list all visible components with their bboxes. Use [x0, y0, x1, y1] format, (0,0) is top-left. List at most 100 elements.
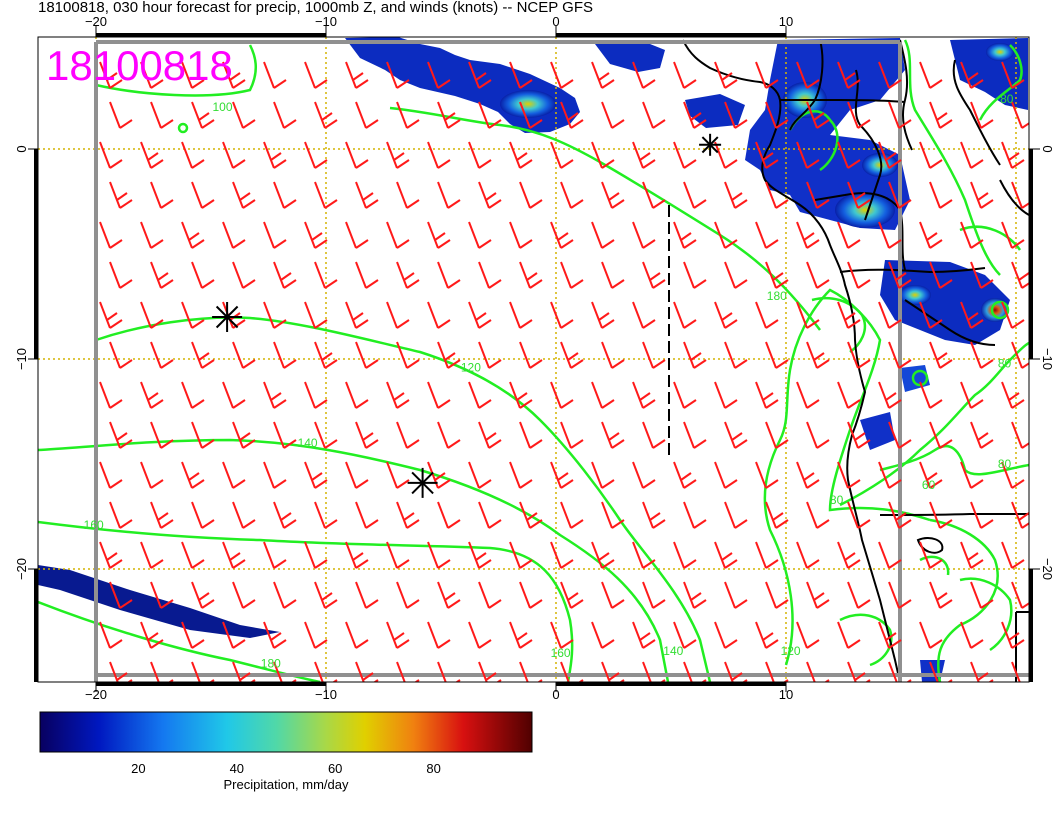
wind-barb — [683, 421, 707, 449]
wind-barb — [140, 61, 164, 89]
wind-barb — [642, 341, 666, 369]
wind-barb — [796, 381, 820, 409]
wind-barb — [273, 101, 297, 129]
wind-barb — [273, 501, 297, 529]
wind-barb — [560, 261, 584, 289]
contour-label: 180 — [261, 657, 281, 671]
wind-barb — [837, 221, 861, 249]
wind-barb — [314, 101, 338, 129]
wind-barb — [960, 61, 984, 89]
lon-tick-top: −10 — [315, 14, 337, 29]
wind-barb — [519, 421, 543, 449]
wind-barb — [601, 501, 625, 529]
wind-barb — [796, 461, 820, 489]
wind-barb — [1011, 421, 1029, 449]
wind-barb — [601, 661, 625, 682]
wind-barb — [755, 621, 779, 649]
wind-barb — [714, 381, 738, 409]
graticule — [38, 37, 1029, 682]
wind-barb — [519, 661, 543, 682]
wind-barb — [150, 101, 174, 129]
lon-tick-bottom: 0 — [552, 687, 559, 702]
wind-barb — [181, 621, 205, 649]
wind-barb — [1011, 501, 1029, 529]
wind-barb — [929, 101, 953, 129]
wind-barb — [591, 141, 615, 169]
wind-barb — [355, 421, 379, 449]
wind-barb — [386, 461, 410, 489]
wind-barb — [304, 541, 328, 569]
wind-barb — [683, 101, 707, 129]
wind-barb — [509, 221, 533, 249]
wind-barb — [673, 621, 697, 649]
wind-barb — [181, 141, 205, 169]
wind-barb — [232, 261, 256, 289]
wind-barb — [847, 581, 871, 609]
wind-barb — [232, 421, 256, 449]
wind-barb — [919, 301, 943, 329]
wind-barb — [560, 421, 584, 449]
wind-barb — [796, 621, 820, 649]
pressure-center-asterisk — [699, 133, 722, 156]
wind-barb — [642, 181, 666, 209]
wind-barb — [929, 421, 953, 449]
wind-barb — [919, 61, 943, 89]
wind-barb — [878, 621, 902, 649]
wind-barb — [478, 501, 502, 529]
wind-barb — [355, 261, 379, 289]
wind-barb — [191, 181, 215, 209]
colorbar-ticks: 20 40 60 80 — [131, 761, 441, 776]
wind-barb — [970, 261, 994, 289]
wind-barb — [478, 581, 502, 609]
wind-barb — [222, 621, 246, 649]
wind-barb — [714, 461, 738, 489]
wind-barb — [755, 301, 779, 329]
wind-barb — [273, 581, 297, 609]
wind-barb — [929, 661, 953, 682]
wind-barb — [345, 221, 369, 249]
wind-barb — [140, 461, 164, 489]
wind-barb — [806, 181, 830, 209]
wind-barb — [724, 421, 748, 449]
wind-barb — [396, 181, 420, 209]
wind-barb — [878, 141, 902, 169]
wind-barb — [1011, 181, 1029, 209]
wind-barb — [427, 621, 451, 649]
wind-barb — [560, 581, 584, 609]
wind-barb — [765, 101, 789, 129]
wind-barb — [386, 221, 410, 249]
wind-barb — [591, 541, 615, 569]
contour-label: 140 — [663, 644, 683, 658]
wind-barb — [765, 261, 789, 289]
wind-barb — [437, 261, 461, 289]
wind-barb — [232, 501, 256, 529]
wind-barb — [181, 61, 205, 89]
wind-barb — [345, 61, 369, 89]
wind-barb — [714, 61, 738, 89]
wind-barb — [755, 461, 779, 489]
wind-barb — [150, 581, 174, 609]
wind-barb — [560, 661, 584, 682]
wind-barb — [109, 421, 133, 449]
wind-barb — [109, 341, 133, 369]
wind-barb — [437, 341, 461, 369]
wind-barb — [99, 541, 123, 569]
wind-barb — [970, 181, 994, 209]
contour-labels: 100 180 120 140 160 180 160 140 120 80 80 80 60 80 — [84, 92, 1014, 671]
wind-barb — [755, 141, 779, 169]
wind-barb — [888, 661, 912, 682]
wind-barb — [919, 381, 943, 409]
contour-label: 80 — [998, 356, 1012, 370]
chart-title: 18100818, 030 hour forecast for precip, … — [38, 0, 593, 16]
colorbar: 20 40 60 80 Precipitation, mm/day — [39, 711, 533, 792]
wind-barb — [345, 381, 369, 409]
wind-barb — [140, 541, 164, 569]
wind-barb — [632, 621, 656, 649]
wind-barb — [437, 501, 461, 529]
wind-barb — [304, 301, 328, 329]
wind-barb — [970, 341, 994, 369]
wind-barb — [314, 661, 338, 682]
wind-barb — [478, 101, 502, 129]
wind-barb — [519, 261, 543, 289]
wind-barb — [468, 221, 492, 249]
